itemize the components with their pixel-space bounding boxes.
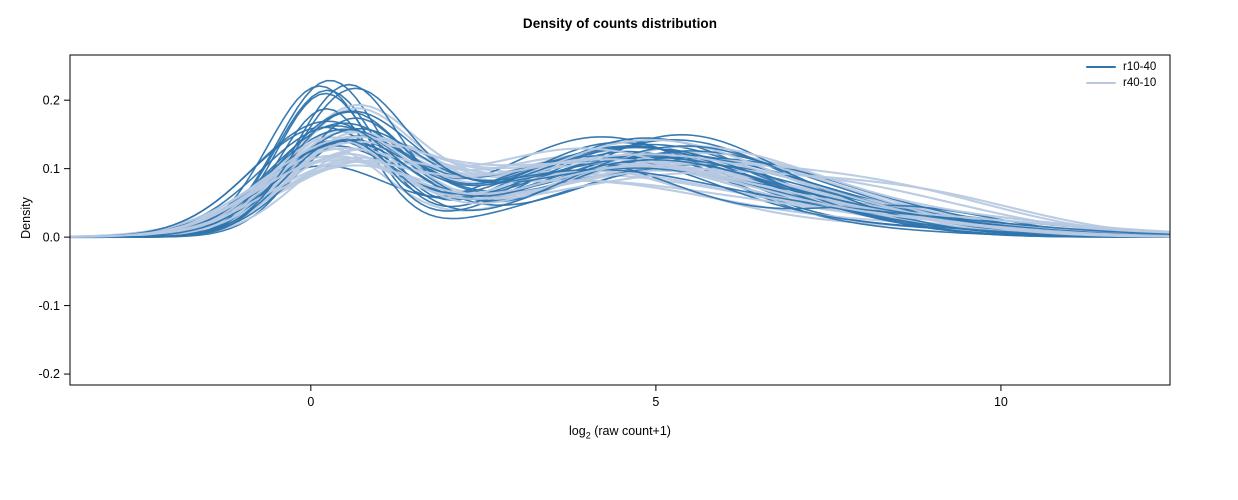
- plot-border: [69, 54, 1171, 386]
- density-curve: [70, 120, 1170, 238]
- legend-entry-r10-40: r10-40: [1086, 61, 1156, 73]
- legend-label: r40-10: [1123, 77, 1157, 89]
- y-tick-label: 0.1: [43, 162, 60, 176]
- y-tick-label: 0.2: [43, 93, 60, 107]
- y-tick-label: -0.1: [38, 299, 60, 313]
- x-tick-label: 5: [652, 395, 659, 409]
- density-curve: [70, 147, 1170, 238]
- density-curve: [70, 135, 1170, 238]
- x-tick-label: 0: [307, 395, 314, 409]
- density-curve: [70, 87, 1170, 238]
- x-axis-label: log2 (raw count+1): [70, 424, 1170, 441]
- x-tick-label: 10: [994, 395, 1008, 409]
- x-axis-label-rest: (raw count+1): [590, 424, 671, 438]
- legend: r10-40 r40-10: [1086, 61, 1156, 89]
- density-curve: [70, 125, 1170, 238]
- y-tick-label: -0.2: [38, 367, 60, 381]
- density-curve: [70, 111, 1170, 238]
- legend-line-icon: [1086, 66, 1116, 68]
- density-curve: [70, 156, 1170, 238]
- legend-entry-r40-10: r40-10: [1086, 77, 1156, 89]
- chart-title: Density of counts distribution: [522, 16, 718, 31]
- x-axis-label-subscript: 2: [585, 430, 591, 441]
- x-axis-label-base: log: [569, 424, 586, 438]
- legend-line-icon: [1086, 82, 1116, 84]
- legend-label: r10-40: [1123, 61, 1157, 73]
- y-tick-label: 0.0: [43, 230, 60, 244]
- density-curve: [70, 130, 1170, 239]
- density-curve: [70, 138, 1170, 238]
- density-curve: [70, 117, 1170, 238]
